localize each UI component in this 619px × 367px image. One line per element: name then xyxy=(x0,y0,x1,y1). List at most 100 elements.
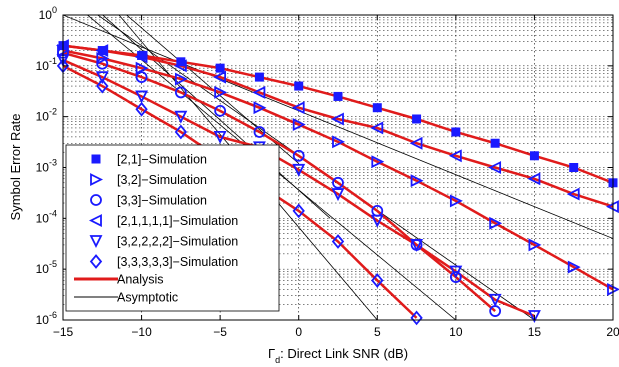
marker-triangle-down xyxy=(135,90,149,104)
marker-triangle-right xyxy=(449,194,463,208)
analysis-line xyxy=(63,49,613,291)
marker-circle xyxy=(449,271,462,283)
marker-triangle-right xyxy=(90,173,104,186)
marker-square xyxy=(529,151,539,161)
marker-square xyxy=(254,72,264,82)
marker-diamond xyxy=(410,310,423,326)
marker-square xyxy=(569,163,579,172)
marker-square xyxy=(451,127,461,137)
x-tick-label: 20 xyxy=(606,325,619,339)
marker-triangle-left xyxy=(409,136,423,150)
y-tick-label: 100 xyxy=(39,5,57,22)
marker-diamond xyxy=(135,101,148,117)
x-tick-label: −5 xyxy=(213,325,227,339)
marker-square xyxy=(333,91,343,101)
marker-triangle-right xyxy=(292,118,306,131)
marker-triangle-left xyxy=(448,149,462,163)
marker-square xyxy=(372,103,382,113)
marker-diamond xyxy=(331,234,345,249)
marker-triangle-right xyxy=(214,85,228,99)
marker-circle xyxy=(253,126,266,138)
marker-square xyxy=(412,114,422,124)
marker-triangle-down xyxy=(331,188,345,202)
marker-triangle-left xyxy=(330,112,344,126)
analysis-lines xyxy=(63,44,613,319)
marker-diamond xyxy=(292,203,305,219)
x-axis-label-rest: : Direct Link SNR (dB) xyxy=(280,346,408,361)
legend-entry-label: [3,2]−Simulation xyxy=(117,173,207,187)
marker-triangle-right xyxy=(410,174,424,188)
x-axis-label: Γd: Direct Link SNR (dB) xyxy=(268,346,408,365)
legend-entry-label: [2,1,1,1,1]−Simulation xyxy=(117,214,238,228)
marker-triangle-down xyxy=(174,110,188,124)
asymptotic-line xyxy=(63,15,613,239)
x-tick-label: 15 xyxy=(528,325,542,339)
legend-box xyxy=(65,144,280,312)
x-tick-label: 0 xyxy=(295,325,302,339)
marker-triangle-right xyxy=(371,155,385,169)
marker-triangle-down xyxy=(89,235,103,249)
legend-analysis-label: Analysis xyxy=(117,273,164,287)
x-axis-label-symbol: Γ xyxy=(268,346,275,361)
marker-triangle-down xyxy=(213,130,227,144)
marker-triangle-right xyxy=(174,72,188,86)
marker-square xyxy=(91,154,101,164)
marker-square xyxy=(490,138,500,148)
marker-triangle-left xyxy=(213,70,227,84)
legend-entry-label: [3,2,2,2,2]−Simulation xyxy=(117,235,238,249)
marker-triangle-down xyxy=(449,265,463,279)
y-axis-label: Symbol Error Rate xyxy=(8,114,23,221)
x-tick-label: −10 xyxy=(131,325,152,339)
marker-triangle-right xyxy=(567,260,581,274)
marker-triangle-down xyxy=(527,310,541,323)
legend-entry-label: [2,1]−Simulation xyxy=(117,153,207,167)
legend-entry-label: [3,3,3,3,3]−Simulation xyxy=(117,255,238,269)
y-tick-label: 10-5 xyxy=(36,259,57,276)
marker-diamond xyxy=(89,254,103,269)
marker-triangle-left xyxy=(488,161,502,174)
analysis-line xyxy=(63,44,613,208)
marker-triangle-left xyxy=(173,59,187,73)
y-tick-label: 10-3 xyxy=(36,158,57,175)
marker-triangle-left xyxy=(370,121,384,135)
marker-triangle-down xyxy=(410,239,424,252)
marker-circle xyxy=(174,86,187,99)
marker-diamond xyxy=(371,273,384,288)
y-tick-label: 10-1 xyxy=(36,56,57,73)
marker-triangle-left xyxy=(95,44,109,57)
legend-asymptotic-label: Asymptotic xyxy=(117,291,178,305)
legend-entry-label: [3,3]−Simulation xyxy=(117,194,207,208)
asymptotic-line xyxy=(118,15,378,320)
x-tick-label: −15 xyxy=(53,325,74,339)
y-tick-label: 10-6 xyxy=(36,310,57,327)
marker-triangle-left xyxy=(527,172,541,186)
x-tick-label: 10 xyxy=(449,325,463,339)
marker-triangle-down xyxy=(488,293,502,307)
marker-circle xyxy=(96,57,109,70)
marker-diamond xyxy=(174,124,188,140)
marker-square xyxy=(215,63,225,73)
marker-triangle-right xyxy=(253,101,267,115)
marker-triangle-right xyxy=(332,135,346,149)
marker-circle xyxy=(292,149,305,162)
marker-triangle-left xyxy=(88,214,102,227)
marker-triangle-right xyxy=(528,238,542,252)
marker-circle xyxy=(214,104,227,117)
marker-triangle-left xyxy=(291,101,305,115)
marker-circle xyxy=(90,194,102,206)
marker-square xyxy=(294,81,304,91)
x-axis-label-sub: d xyxy=(275,355,280,365)
x-tick-label: 5 xyxy=(374,325,381,339)
marker-circle xyxy=(332,176,344,189)
marker-triangle-right xyxy=(489,216,503,230)
marker-triangle-down xyxy=(95,71,109,85)
y-tick-label: 10-4 xyxy=(36,208,57,225)
marker-triangle-right xyxy=(135,61,149,75)
marker-triangle-left xyxy=(252,85,266,99)
axis-ticks: −15 −10 −5 0 5 10 15 20 100 10-1 10-2 10-3 10-4 10-5 1… xyxy=(36,5,619,339)
marker-triangle-down xyxy=(292,163,306,177)
marker-diamond xyxy=(96,78,109,94)
marker-triangle-right xyxy=(96,51,110,65)
marker-triangle-left xyxy=(566,187,580,201)
